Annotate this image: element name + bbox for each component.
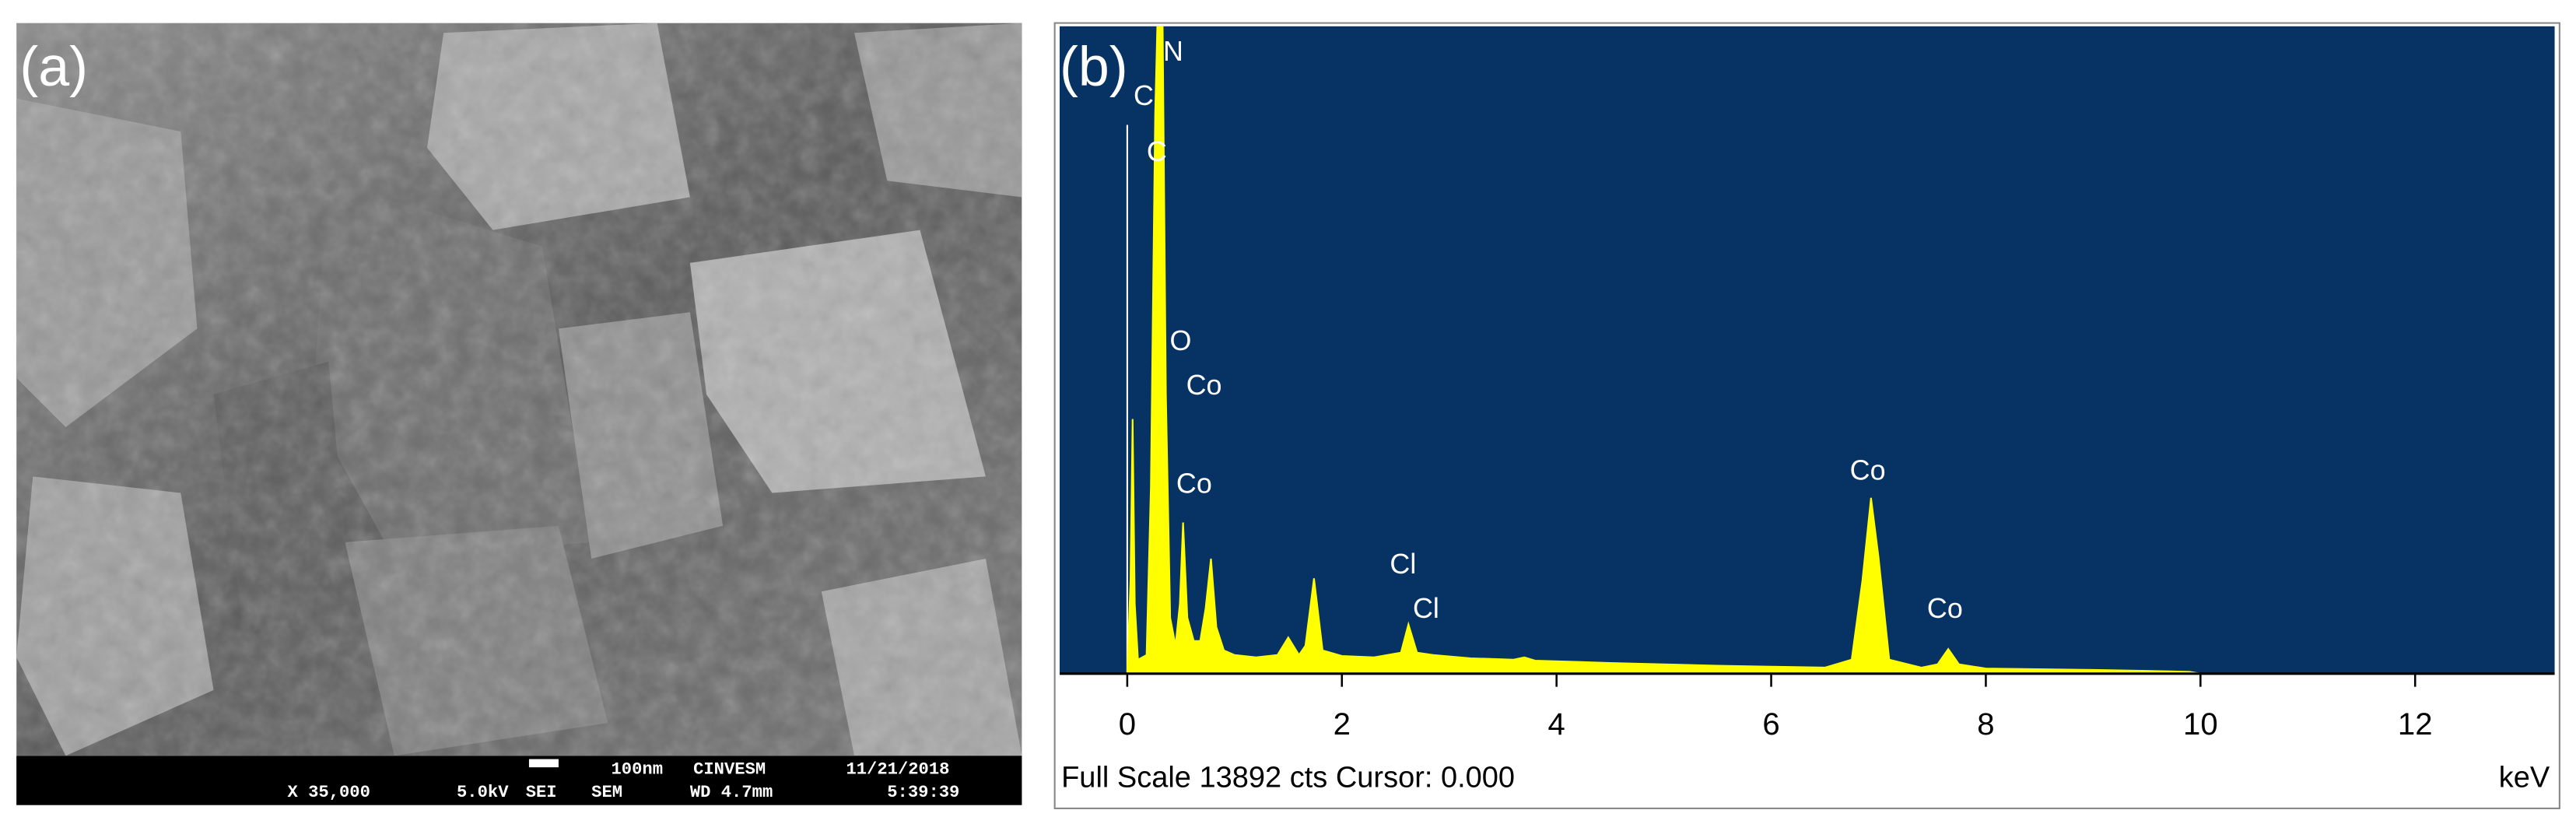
sem-image [16, 23, 1022, 756]
scale-bar [528, 759, 559, 768]
x-tick-label: 0 [1119, 707, 1136, 742]
peak-label: Co [1176, 468, 1212, 499]
voltage: 5.0kV [457, 783, 509, 802]
peak-label: Cl [1413, 593, 1439, 624]
x-tick-label: 2 [1334, 707, 1351, 742]
x-axis-label: keV [2499, 761, 2550, 794]
date: 11/21/2018 [846, 760, 949, 780]
x-tick-label: 12 [2398, 707, 2433, 742]
peak-label: C [1147, 136, 1167, 167]
working-distance: WD 4.7mm [690, 783, 773, 802]
x-tick-label: 6 [1762, 707, 1779, 742]
info-bar [16, 756, 1022, 805]
magnification: X 35,000 [288, 783, 370, 802]
peak-label: O [1169, 325, 1191, 356]
peak-label: Co [1850, 455, 1886, 486]
panel-label: (b) [1060, 36, 1128, 98]
peak-label: Co [1186, 370, 1222, 401]
footer: Full Scale 13892 cts Cursor: 0.000 [1061, 761, 1515, 794]
institution: CINVESM [693, 760, 766, 780]
plot-area [1059, 26, 2555, 674]
peak-label: C [1134, 80, 1154, 111]
x-tick-label: 8 [1977, 707, 1994, 742]
detector: SEI [526, 783, 557, 802]
peak-label: Co [1927, 593, 1963, 624]
panel-label: (a) [19, 36, 88, 98]
spectrum [1125, 26, 2201, 674]
scale-label: 100nm [612, 760, 663, 780]
peak-label: N [1163, 36, 1183, 67]
time: 5:39:39 [887, 783, 959, 802]
mode: SEM [591, 783, 622, 802]
x-tick-label: 4 [1548, 707, 1565, 742]
peak-label: Cl [1390, 549, 1416, 580]
x-tick-label: 10 [2183, 707, 2218, 742]
